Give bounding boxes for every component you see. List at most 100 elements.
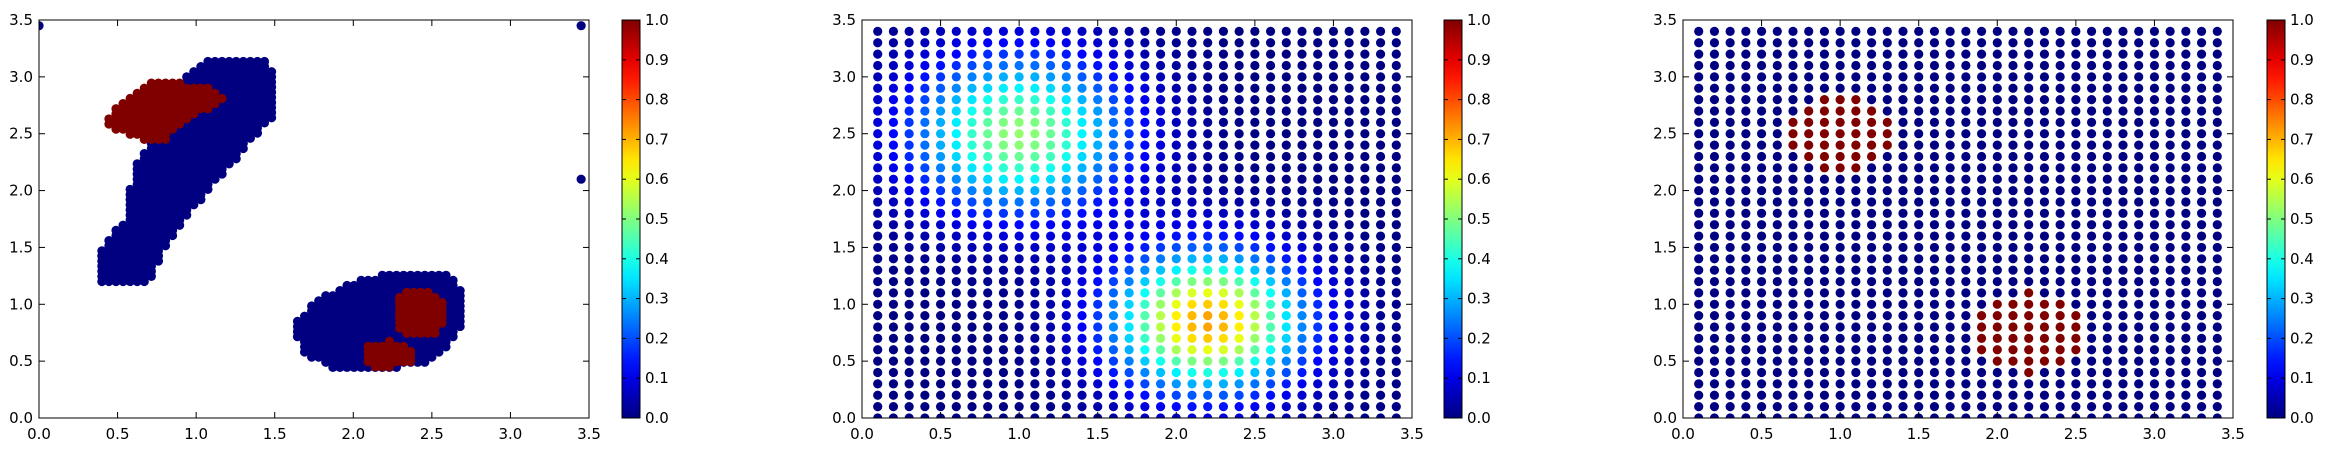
data-point [1945, 117, 1955, 127]
x-tick-label: 1.5 [263, 425, 287, 443]
data-point [2149, 26, 2160, 36]
data-point [2024, 49, 2034, 59]
data-point [983, 26, 993, 36]
data-point [2024, 299, 2034, 309]
data-point [1030, 390, 1040, 400]
data-point [1218, 49, 1229, 59]
data-point [1218, 95, 1229, 105]
data-point [873, 208, 883, 218]
data-point [2149, 276, 2160, 287]
data-point [1851, 140, 1861, 150]
data-point [1265, 379, 1276, 389]
data-point [1297, 129, 1307, 139]
data-point [2039, 60, 2050, 71]
data-point [1788, 265, 1798, 275]
data-point [1819, 367, 1830, 378]
data-point [1124, 60, 1134, 71]
data-point [1328, 276, 1339, 287]
data-point [1866, 72, 1877, 82]
data-point [402, 287, 412, 297]
colorbar-tick-label: 0.3 [645, 290, 669, 308]
data-point [1992, 163, 2002, 173]
data-point [1108, 129, 1119, 139]
data-point [1030, 117, 1040, 127]
data-point [1882, 174, 1892, 184]
data-point [2212, 83, 2222, 93]
data-point [1756, 26, 1767, 36]
data-point [2071, 95, 2081, 105]
data-point [1344, 95, 1354, 105]
data-point [1124, 140, 1134, 150]
data-point [1171, 106, 1181, 116]
data-point [1250, 140, 1260, 150]
data-point [1819, 288, 1830, 298]
data-point [1077, 413, 1087, 418]
data-point [1945, 254, 1955, 264]
data-point [1077, 95, 1087, 105]
data-point [920, 49, 930, 59]
data-point [2181, 174, 2191, 184]
data-point [2134, 367, 2144, 378]
data-point [2181, 197, 2191, 207]
data-point [1187, 83, 1197, 93]
data-point [1819, 95, 1830, 105]
data-point [983, 379, 993, 389]
data-point [1061, 60, 1071, 71]
data-point [2039, 379, 2050, 389]
data-point [2134, 151, 2144, 162]
data-point [1030, 333, 1040, 343]
data-point [1772, 390, 1782, 400]
data-point [2102, 356, 2112, 366]
data-point [1804, 151, 1814, 162]
data-point [1077, 151, 1087, 162]
data-point [1313, 231, 1323, 241]
data-point [1155, 390, 1166, 400]
data-point [1281, 220, 1291, 230]
data-point [1014, 345, 1024, 355]
data-point [1866, 379, 1877, 389]
data-point [2071, 106, 2081, 116]
data-point [1234, 402, 1244, 412]
data-point [888, 95, 899, 105]
data-point [1898, 413, 1908, 418]
data-point [1929, 163, 1940, 173]
data-point [1077, 322, 1087, 332]
data-point [1124, 390, 1134, 400]
data-point [1882, 356, 1892, 366]
data-point [1187, 402, 1197, 412]
data-point [1140, 311, 1150, 321]
data-point [951, 276, 961, 287]
data-point [1709, 163, 1720, 173]
data-point [1344, 276, 1354, 287]
data-point [1961, 163, 1971, 173]
data-point [1203, 185, 1213, 196]
data-point [1234, 208, 1244, 218]
data-point [1851, 49, 1861, 59]
data-point [1218, 72, 1229, 82]
data-point [1976, 379, 1987, 389]
data-point [1866, 129, 1877, 139]
colorbar-tick-label: 0.3 [1467, 290, 1491, 308]
data-point [873, 60, 883, 71]
data-point [888, 72, 899, 82]
data-point [1914, 49, 1924, 59]
data-point [1155, 49, 1166, 59]
data-point [1914, 208, 1924, 218]
data-point [2055, 345, 2065, 355]
data-point [1882, 140, 1892, 150]
colorbar-tick-label: 1.0 [645, 11, 669, 29]
data-point [904, 174, 914, 184]
data-point [1882, 129, 1892, 139]
data-point [1788, 390, 1798, 400]
data-point [1976, 117, 1987, 127]
data-point [1234, 151, 1244, 162]
data-point [935, 333, 946, 343]
data-point [2086, 367, 2097, 378]
data-point [1140, 185, 1150, 196]
data-point [1804, 220, 1814, 230]
data-point [967, 60, 977, 71]
data-point [935, 95, 946, 105]
data-point [1061, 26, 1071, 36]
data-point [904, 38, 914, 48]
data-point [2024, 38, 2034, 48]
